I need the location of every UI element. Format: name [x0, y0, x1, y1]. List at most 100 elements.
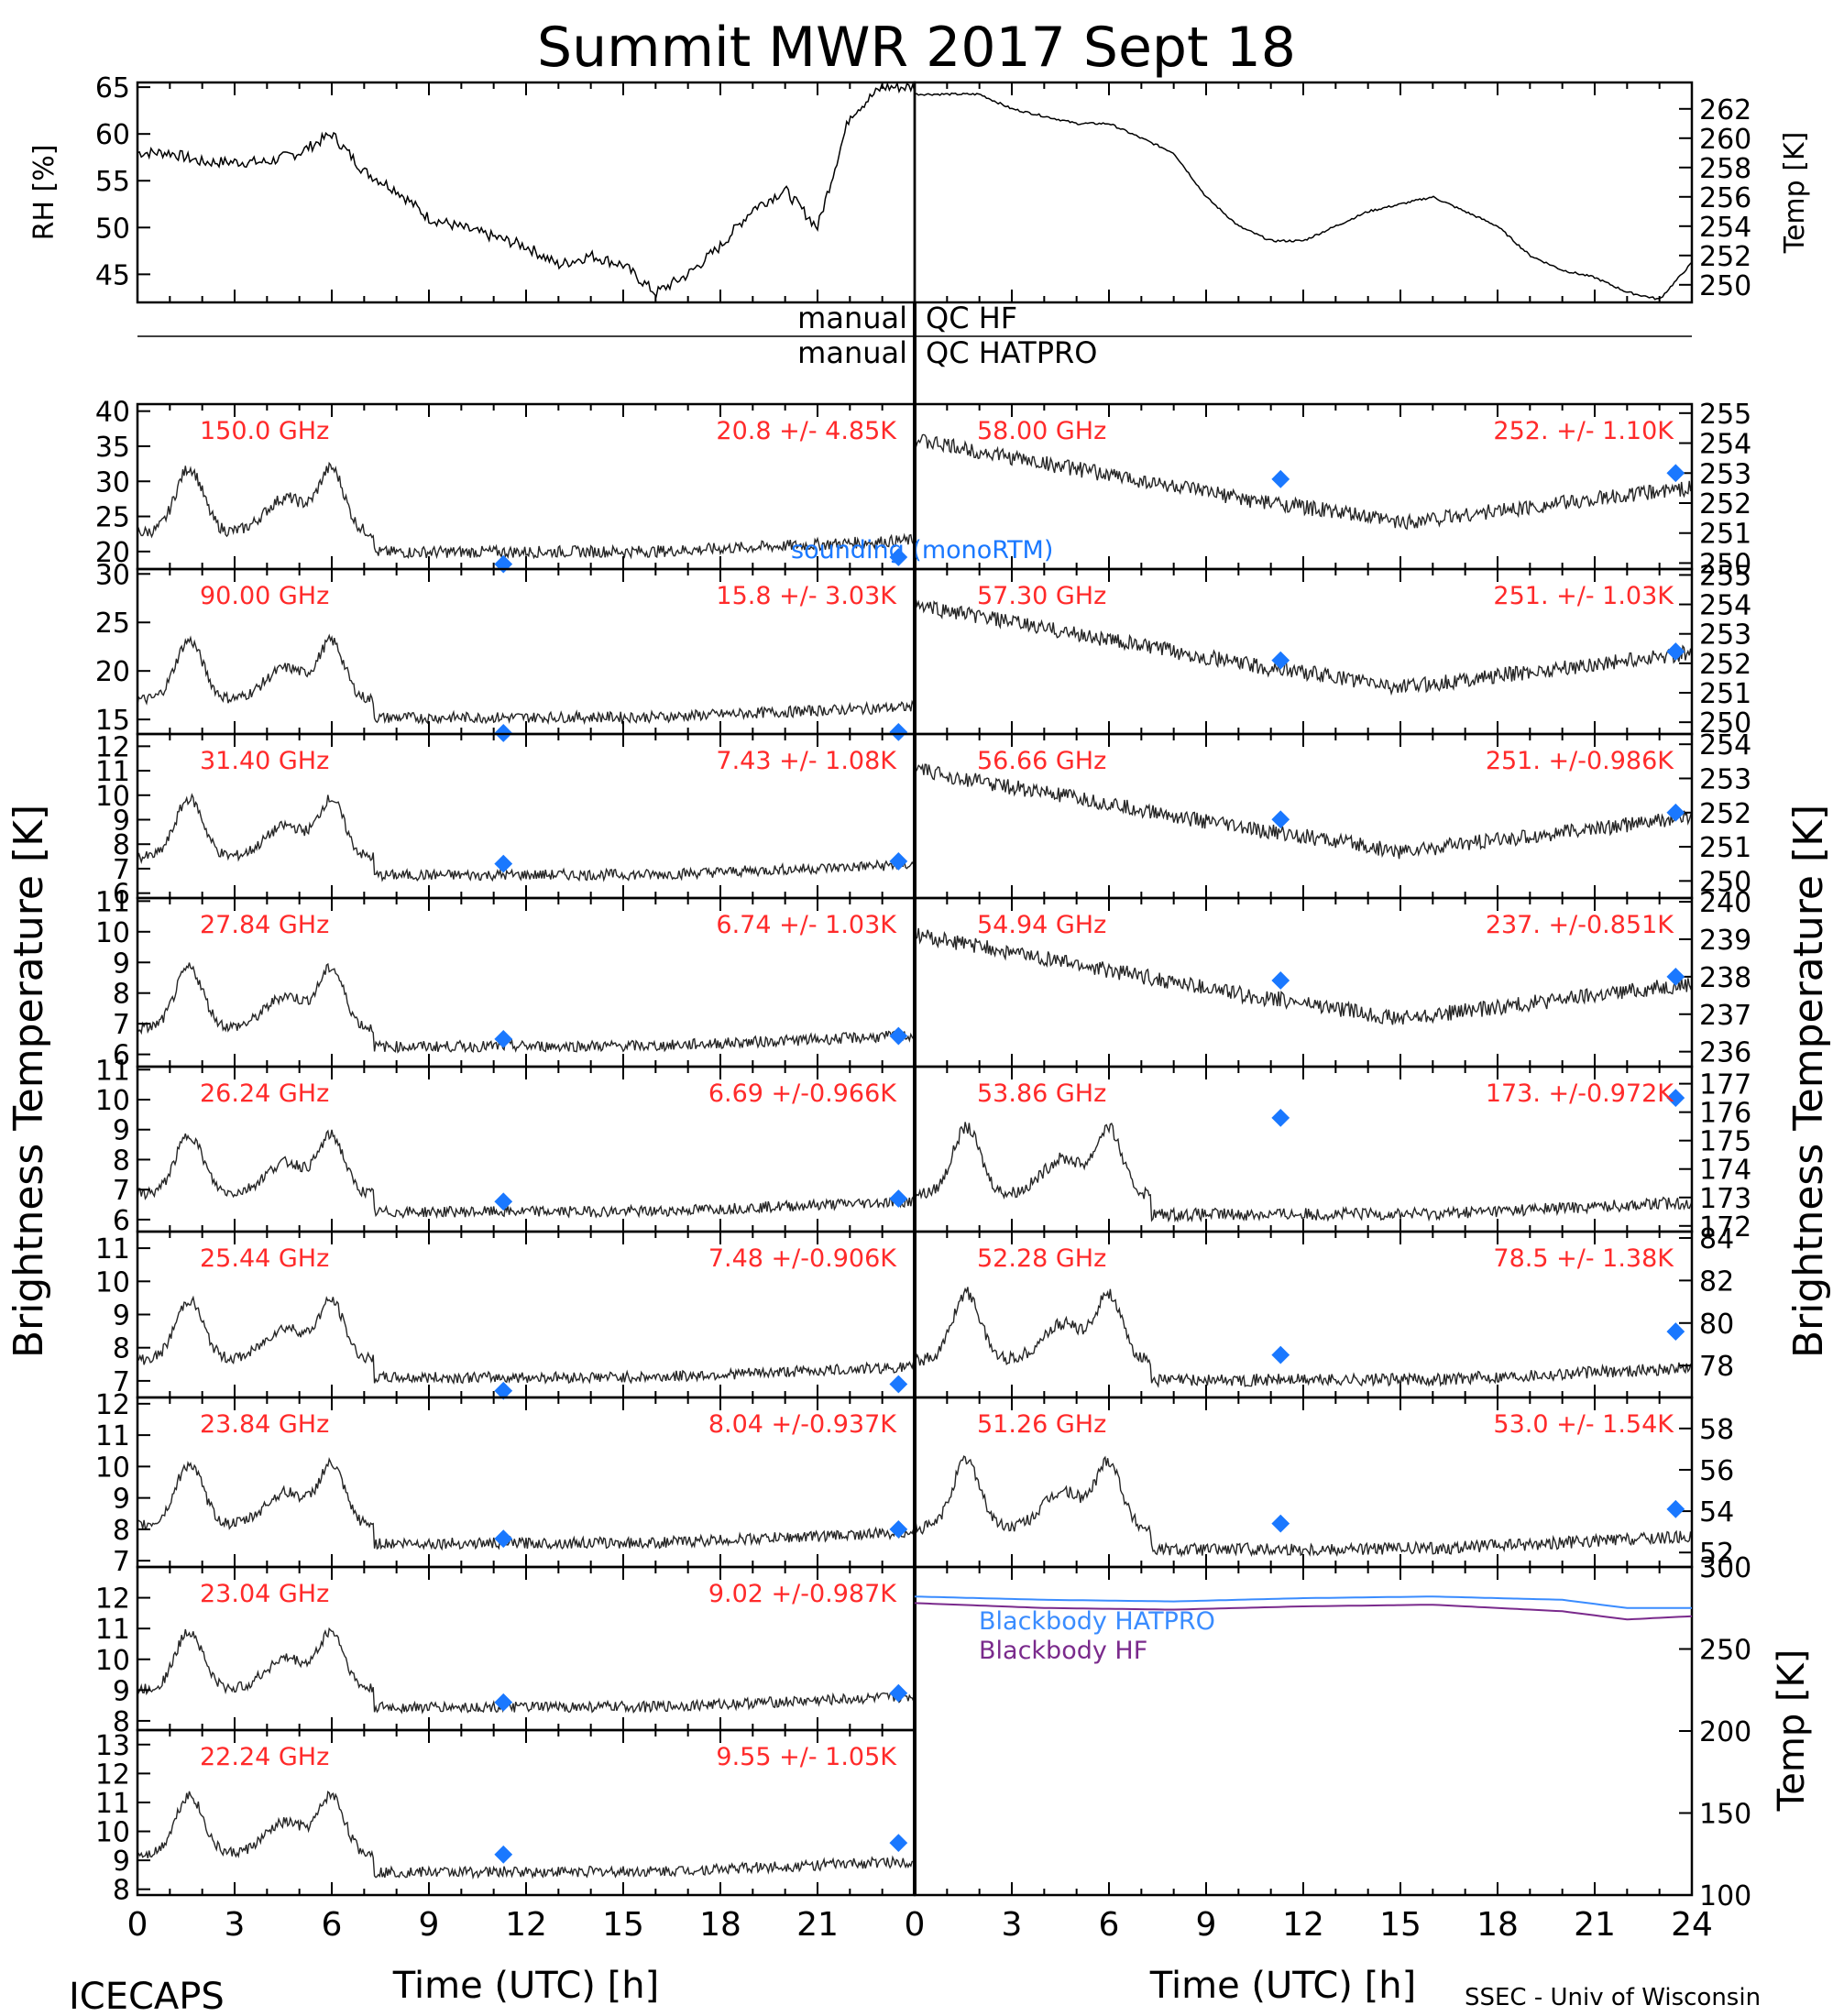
y-tick-label: 251	[1699, 832, 1751, 864]
y-tick-label: 65	[95, 72, 130, 104]
qc-hatpro-label-right: QC HATPRO	[926, 335, 1097, 370]
y-tick-label: 9	[113, 1484, 130, 1516]
x-tick-label: 18	[1476, 1906, 1519, 1944]
y-tick-label: 8	[113, 1875, 130, 1907]
y-tick-label: 250	[1699, 548, 1751, 580]
y-tick-label: 56	[1699, 1455, 1734, 1487]
sounding-marker	[1271, 469, 1290, 488]
blackbody-series-line	[914, 1602, 1693, 1621]
y-tick-label: 11	[95, 756, 130, 788]
y-tick-group: 15 20 25 30	[95, 559, 150, 737]
y-tick-group: 78 80 82 84	[1679, 1223, 1734, 1383]
y-tick-label: 58	[1699, 1414, 1734, 1446]
sounding-marker	[889, 722, 908, 741]
y-tick-label: 10	[95, 781, 130, 813]
y-tick-group: 52 54 56 58	[1679, 1414, 1734, 1570]
y-tick-label: 20	[95, 537, 130, 569]
bt-trace	[137, 1456, 916, 1551]
stat-label: 9.02 +/-0.987K	[708, 1580, 897, 1608]
y-tick-label: 30	[95, 466, 130, 499]
sounding-marker	[1666, 803, 1685, 822]
y-tick-label: 8	[113, 1515, 130, 1547]
channel-label: 23.04 GHz	[200, 1580, 329, 1608]
sounding-marker	[889, 1026, 908, 1046]
x-tick-label: 24	[1671, 1906, 1713, 1944]
y-tick-label: 236	[1699, 1037, 1751, 1069]
y-tick-label: 35	[95, 432, 130, 464]
bt-trace	[137, 633, 916, 726]
channel-label: 90.00 GHz	[200, 582, 329, 610]
sounding-marker	[889, 1189, 908, 1208]
y-tick-label: 8	[113, 1706, 130, 1738]
sounding-marker	[889, 852, 908, 871]
temp-trace	[914, 92, 1693, 301]
sounding-marker	[1666, 642, 1685, 661]
y-tick-label: 78	[1699, 1351, 1734, 1383]
y-tick-label: 252	[1699, 241, 1751, 273]
x-tick-label: 0	[905, 1906, 926, 1944]
x-tick-label: 3	[225, 1906, 246, 1944]
x-tick-label: 18	[699, 1906, 741, 1944]
y-tick-label: 251	[1699, 519, 1751, 551]
y-tick-label: 10	[95, 1266, 130, 1298]
x-tick-label: 21	[1574, 1906, 1616, 1944]
stat-label: 20.8 +/- 4.85K	[716, 417, 897, 445]
sounding-annotation: sounding (monoRTM)	[791, 536, 1053, 564]
sounding-marker	[1271, 1108, 1290, 1127]
y-tick-label: 239	[1699, 925, 1751, 957]
stat-label: 53.0 +/- 1.54K	[1493, 1410, 1674, 1439]
sounding-marker	[1666, 1322, 1685, 1341]
y-tick-label: 7	[113, 1009, 130, 1041]
channel-label: 52.28 GHz	[977, 1244, 1106, 1273]
channel-label: 22.24 GHz	[200, 1743, 329, 1771]
y-tick-label: 52	[1699, 1538, 1734, 1570]
y-tick-label: 252	[1699, 488, 1751, 520]
y-tick-label: 11	[95, 1055, 130, 1087]
y-tick-label: 10	[95, 1085, 130, 1117]
bt-trace	[137, 1790, 916, 1880]
sounding-marker	[1666, 1089, 1685, 1108]
figure-title: Summit MWR 2017 Sept 18	[537, 16, 1296, 80]
stat-label: 8.04 +/-0.937K	[708, 1410, 897, 1439]
bt-trace	[914, 1455, 1693, 1558]
y-tick-label: 40	[95, 397, 130, 429]
x-tick-label: 12	[505, 1906, 547, 1944]
blackbody-axis-label: Temp [K]	[1771, 1649, 1813, 1813]
y-tick-label: 30	[95, 559, 130, 591]
qc-hf-label-right: QC HF	[926, 301, 1017, 335]
y-tick-label: 8	[113, 1145, 130, 1177]
sounding-marker	[1271, 810, 1290, 829]
y-tick-label: 250	[1699, 707, 1751, 740]
y-tick-label: 254	[1699, 429, 1751, 461]
bt-trace	[914, 1287, 1693, 1388]
y-tick-label: 254	[1699, 590, 1751, 622]
y-tick-label: 172	[1699, 1211, 1751, 1244]
stat-label: 6.74 +/- 1.03K	[716, 911, 897, 939]
y-tick-label: 8	[113, 1333, 130, 1365]
sounding-marker	[1666, 464, 1685, 483]
stat-label: 251. +/- 1.03K	[1493, 582, 1674, 610]
y-tick-label: 173	[1699, 1183, 1751, 1215]
blackbody-legend-label: Blackbody HF	[979, 1637, 1147, 1665]
footer-ssec: SSEC - Univ of Wisconsin	[1465, 1984, 1761, 2011]
stat-label: 237. +/-0.851K	[1486, 911, 1674, 939]
stat-label: 78.5 +/- 1.38K	[1493, 1244, 1674, 1273]
y-tick-label: 25	[95, 502, 130, 534]
y-tick-label: 9	[113, 1300, 130, 1332]
channel-label: 56.66 GHz	[977, 747, 1106, 775]
y-tick-label: 250	[1699, 866, 1751, 898]
sounding-marker	[494, 554, 513, 574]
blackbody-legend-label: Blackbody HATPRO	[979, 1607, 1215, 1636]
y-tick-label: 50	[95, 213, 130, 245]
sounding-marker	[494, 1192, 513, 1211]
y-tick-label: 54	[1699, 1496, 1734, 1528]
y-tick-label: 260	[1699, 124, 1751, 156]
sounding-marker	[889, 1375, 908, 1394]
